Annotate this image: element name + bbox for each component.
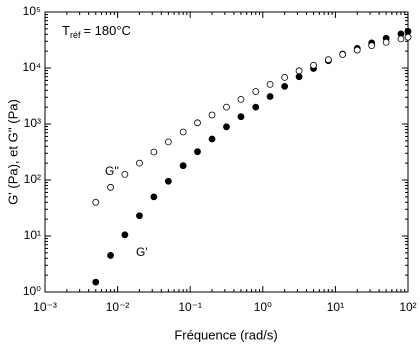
data-point (164, 138, 172, 146)
data-point (150, 193, 158, 201)
y-tick-label: 10³ (24, 116, 41, 130)
x-tick-label: 10⁻² (106, 300, 130, 314)
data-point (92, 198, 100, 206)
data-point (121, 231, 129, 239)
annotation-subscript: réf (70, 30, 81, 40)
data-point (136, 212, 143, 220)
data-point (295, 67, 303, 75)
data-point (107, 183, 114, 191)
data-point (281, 73, 289, 81)
y-axis-label: G' (Pa), et G'' (Pa) (5, 99, 20, 205)
y-tick-label: 10⁰ (23, 284, 41, 298)
series-label: G'' (105, 164, 119, 178)
data-point (164, 177, 172, 185)
data-point (368, 42, 376, 50)
y-tick-label: 10² (24, 172, 41, 186)
data-point (324, 56, 332, 64)
data-point (310, 61, 317, 69)
data-point (237, 95, 245, 103)
x-tick-label: 10⁻³ (33, 300, 57, 314)
data-point (404, 33, 412, 41)
y-tick-label: 10¹ (24, 228, 41, 242)
series-label: G' (136, 245, 148, 259)
x-axis-label: Fréquence (rad/s) (174, 327, 277, 342)
x-tick-label: 10² (399, 300, 416, 314)
data-point (266, 80, 274, 88)
data-point (92, 278, 100, 286)
data-point (107, 252, 114, 259)
data-point (252, 103, 260, 111)
data-point (266, 93, 274, 100)
x-tick-label: 10⁻¹ (178, 300, 202, 314)
annotation-text: T (62, 23, 70, 38)
data-point (150, 148, 158, 156)
data-point (208, 135, 216, 143)
annotation-rest: = 180°C (83, 23, 130, 38)
data-point (237, 113, 245, 121)
data-point (397, 35, 405, 43)
data-point (136, 159, 143, 167)
data-point (339, 51, 347, 58)
data-point (252, 88, 260, 95)
annotation: Tréf = 180°C (62, 23, 131, 40)
x-tick-label: 10⁰ (254, 300, 272, 314)
data-point (404, 28, 412, 35)
data-point (223, 103, 230, 111)
plot-frame (44, 11, 409, 293)
data-point (208, 111, 216, 119)
y-tick-label: 10⁴ (22, 60, 41, 74)
data-point (382, 38, 390, 46)
data-point (179, 162, 187, 170)
data-point (194, 119, 201, 127)
data-point (295, 73, 303, 81)
data-point (179, 128, 187, 136)
data-point (281, 82, 289, 90)
y-tick-label: 10⁵ (23, 4, 41, 18)
data-point (223, 123, 230, 131)
x-tick-label: 10¹ (327, 300, 344, 314)
data-point (121, 170, 129, 178)
data-point (353, 46, 361, 54)
data-point (194, 148, 201, 156)
